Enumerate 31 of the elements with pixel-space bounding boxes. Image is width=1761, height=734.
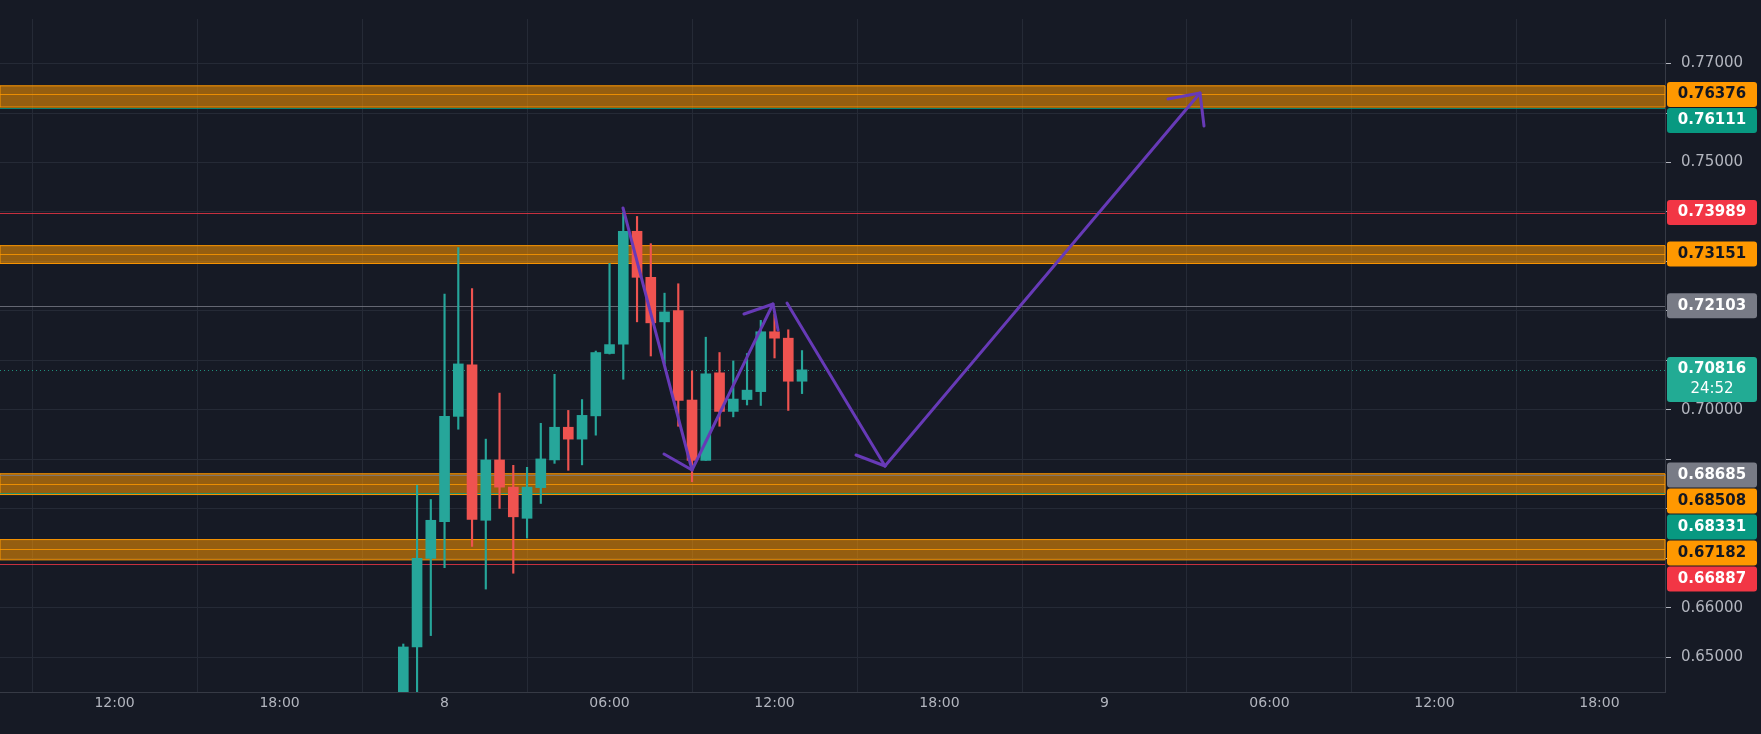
x-tick-label: 18:00 xyxy=(919,694,960,711)
ref-line-label: 0.72103 xyxy=(1677,295,1747,314)
x-tick-label: 8 xyxy=(440,694,450,711)
y-tick-label: 0.77000 xyxy=(1681,53,1744,72)
candlestick xyxy=(659,292,670,365)
ref-line-label: 0.73151 xyxy=(1677,243,1747,262)
x-tick-label: 06:00 xyxy=(589,694,630,711)
ref-line-label: 0.68508 xyxy=(1677,490,1747,509)
ref-line-label: 0.68331 xyxy=(1677,516,1747,535)
y-tick-label: 0.66000 xyxy=(1681,597,1744,616)
ref-line-label: 0.70816 xyxy=(1677,359,1747,378)
ref-line-label: 0.73989 xyxy=(1677,202,1747,221)
y-tick-label: 0.65000 xyxy=(1681,647,1744,666)
ref-line-label: 0.66887 xyxy=(1677,568,1747,587)
x-tick-label: 12:00 xyxy=(94,694,135,711)
x-tick-label: 12:00 xyxy=(754,694,795,711)
x-tick-label: 18:00 xyxy=(259,694,300,711)
ref-line-label: 0.76376 xyxy=(1677,84,1747,103)
x-tick-label: 9 xyxy=(1100,694,1109,711)
candlestick xyxy=(604,263,615,355)
ref-line-label: 0.67182 xyxy=(1677,542,1747,561)
candlestick xyxy=(769,314,780,359)
x-tick-label: 12:00 xyxy=(1414,694,1455,711)
ref-line-label: 0.68685 xyxy=(1677,464,1747,483)
text: 24:52 xyxy=(1690,378,1734,397)
candlestick xyxy=(494,392,505,509)
x-tick-label: 06:00 xyxy=(1249,694,1290,711)
ref-line-label: 0.76111 xyxy=(1677,110,1747,129)
y-tick-label: 0.75000 xyxy=(1681,152,1744,171)
x-tick-label: 18:00 xyxy=(1579,694,1620,711)
y-tick-label: 0.70000 xyxy=(1681,399,1744,418)
